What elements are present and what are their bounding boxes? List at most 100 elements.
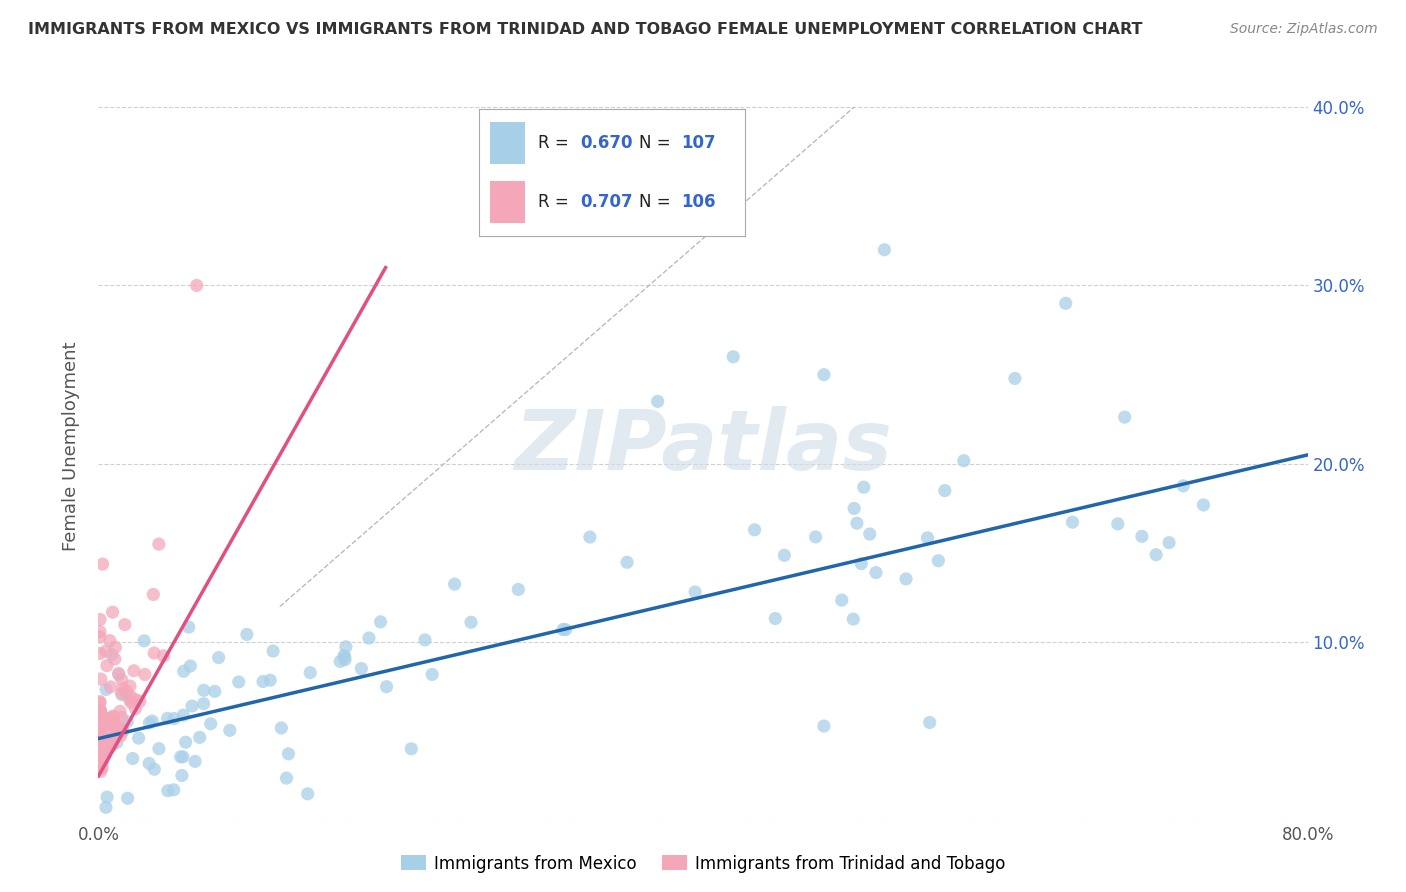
Point [90, 764, 112, 779]
Point [117, 791, 139, 805]
Point [89, 752, 111, 766]
Point [1144, 548, 1167, 562]
Point [551, 623, 574, 637]
Point [94, 717, 117, 731]
Point [111, 724, 134, 739]
Point [259, 673, 281, 688]
Point [179, 659, 201, 673]
Point [357, 631, 380, 645]
Point [115, 688, 138, 702]
Point [89, 739, 111, 753]
Point [89, 630, 111, 644]
Point [763, 611, 786, 625]
Point [270, 721, 292, 735]
Point [252, 674, 274, 689]
Point [120, 690, 142, 704]
Point [121, 751, 143, 765]
Point [148, 537, 170, 551]
Point [683, 585, 706, 599]
Point [111, 722, 134, 736]
Point [1062, 515, 1084, 529]
Point [90, 672, 112, 686]
Point [401, 741, 423, 756]
Point [917, 531, 939, 545]
Point [103, 730, 125, 744]
Point [89, 741, 111, 756]
Point [299, 665, 322, 680]
Point [647, 394, 669, 409]
Point [333, 653, 356, 667]
Point [1192, 498, 1215, 512]
Point [89, 745, 111, 759]
Point [91, 711, 114, 725]
Point [105, 735, 128, 749]
Point [98, 722, 121, 736]
Point [873, 243, 896, 257]
Point [110, 729, 132, 743]
Point [163, 782, 186, 797]
Point [813, 368, 835, 382]
Point [121, 696, 143, 710]
Point [723, 350, 745, 364]
Point [1004, 371, 1026, 385]
Point [89, 745, 111, 759]
Point [842, 612, 865, 626]
Point [143, 762, 166, 776]
Point [128, 731, 150, 745]
Point [89, 703, 111, 717]
Point [174, 735, 197, 749]
Point [111, 688, 134, 702]
Point [96, 742, 118, 756]
Point [89, 724, 111, 739]
Point [138, 756, 160, 771]
Point [138, 715, 160, 730]
Point [152, 648, 174, 663]
Point [1130, 529, 1153, 543]
Point [91, 557, 114, 571]
Point [94, 747, 117, 762]
Point [89, 695, 111, 709]
Point [89, 733, 111, 747]
Point [236, 627, 259, 641]
Point [89, 743, 111, 757]
Point [94, 800, 117, 814]
Text: Source: ZipAtlas.com: Source: ZipAtlas.com [1230, 22, 1378, 37]
Point [333, 648, 356, 663]
Point [184, 755, 207, 769]
Point [90, 725, 112, 739]
Point [97, 741, 120, 756]
Point [91, 761, 114, 775]
Point [952, 453, 974, 467]
Point [94, 713, 117, 727]
Point [262, 644, 284, 658]
Point [89, 744, 111, 758]
Point [89, 704, 111, 718]
Point [89, 733, 111, 747]
Point [616, 555, 638, 569]
Point [335, 640, 357, 654]
Point [107, 666, 129, 681]
Point [94, 735, 117, 749]
Point [108, 723, 131, 737]
Point [100, 718, 122, 732]
Point [844, 501, 866, 516]
Point [297, 787, 319, 801]
Point [370, 615, 392, 629]
Point [228, 675, 250, 690]
Legend: Immigrants from Mexico, Immigrants from Trinidad and Tobago: Immigrants from Mexico, Immigrants from … [394, 848, 1012, 880]
Point [218, 723, 240, 738]
Point [89, 756, 111, 771]
Point [333, 649, 356, 664]
Point [91, 754, 114, 768]
Point [177, 620, 200, 634]
Point [98, 633, 121, 648]
Text: ZIPatlas: ZIPatlas [515, 406, 891, 486]
Point [894, 572, 917, 586]
Point [181, 699, 204, 714]
Point [94, 736, 117, 750]
Point [118, 693, 141, 707]
Point [831, 593, 853, 607]
Point [89, 725, 111, 739]
Point [96, 744, 118, 758]
Point [1157, 535, 1180, 549]
